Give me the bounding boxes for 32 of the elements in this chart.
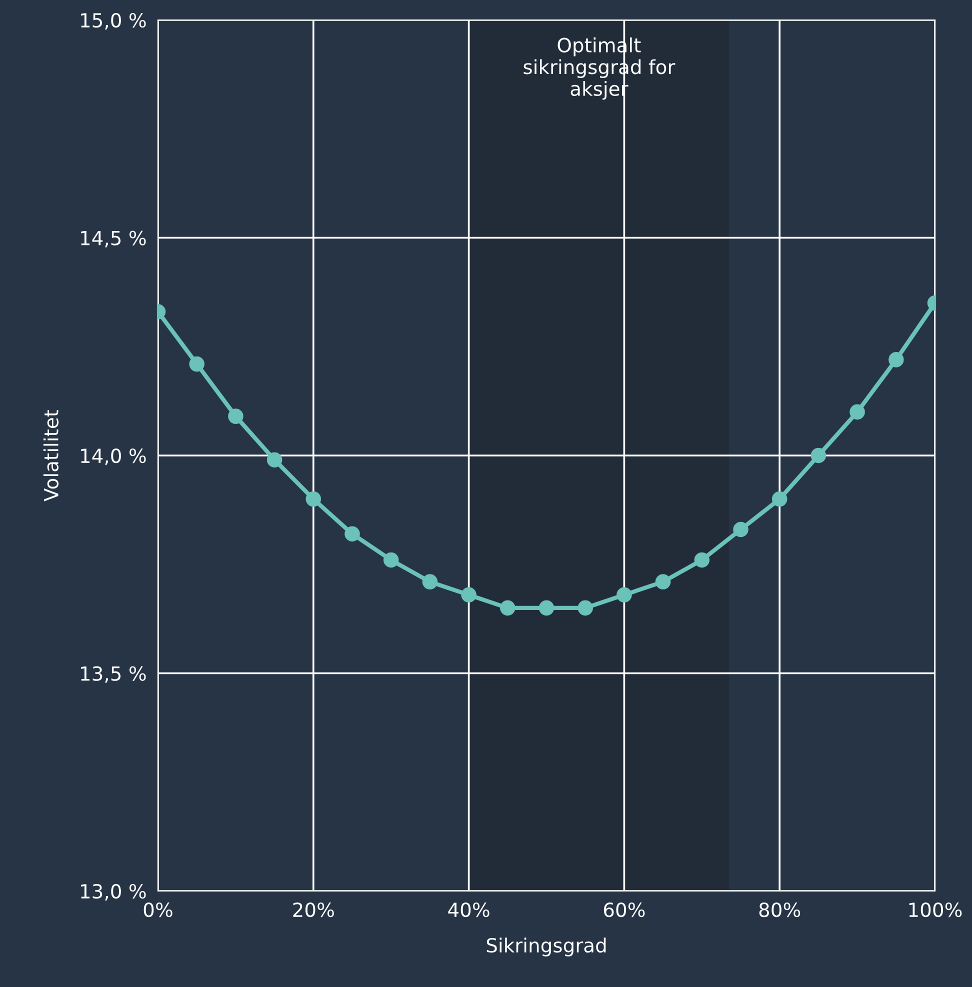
point [383, 552, 399, 568]
point [694, 552, 710, 568]
point [655, 574, 671, 590]
point [461, 587, 476, 602]
x-tick-label: 80% [759, 902, 800, 918]
point [422, 574, 438, 590]
point [266, 452, 282, 468]
x-tick-label: 20% [293, 902, 334, 918]
point [344, 526, 360, 542]
y-tick-label: 14,0 % [81, 448, 146, 466]
y-tick-label: 15,0 % [81, 12, 146, 30]
y-tick-label: 13,0 % [81, 884, 146, 901]
point [189, 356, 204, 372]
x-tick-label: 0% [144, 902, 172, 918]
point [888, 352, 904, 368]
y-axis-title: Volatilitet [43, 410, 59, 502]
y-tick-label: 14,5 % [81, 230, 146, 248]
x-tick-label: 60% [604, 902, 645, 918]
point [850, 404, 865, 420]
point [733, 522, 748, 538]
point [306, 491, 322, 507]
point [228, 408, 244, 424]
y-tick-label: 13,5 % [81, 666, 146, 683]
point [810, 448, 826, 464]
point [500, 600, 516, 616]
point [616, 587, 632, 602]
x-tick-label: 100% [909, 902, 962, 918]
x-tick-label: 40% [448, 902, 490, 918]
x-axis-title: Sikringsgrad [486, 938, 606, 956]
point [772, 491, 788, 507]
point [578, 600, 593, 616]
point [538, 600, 554, 616]
